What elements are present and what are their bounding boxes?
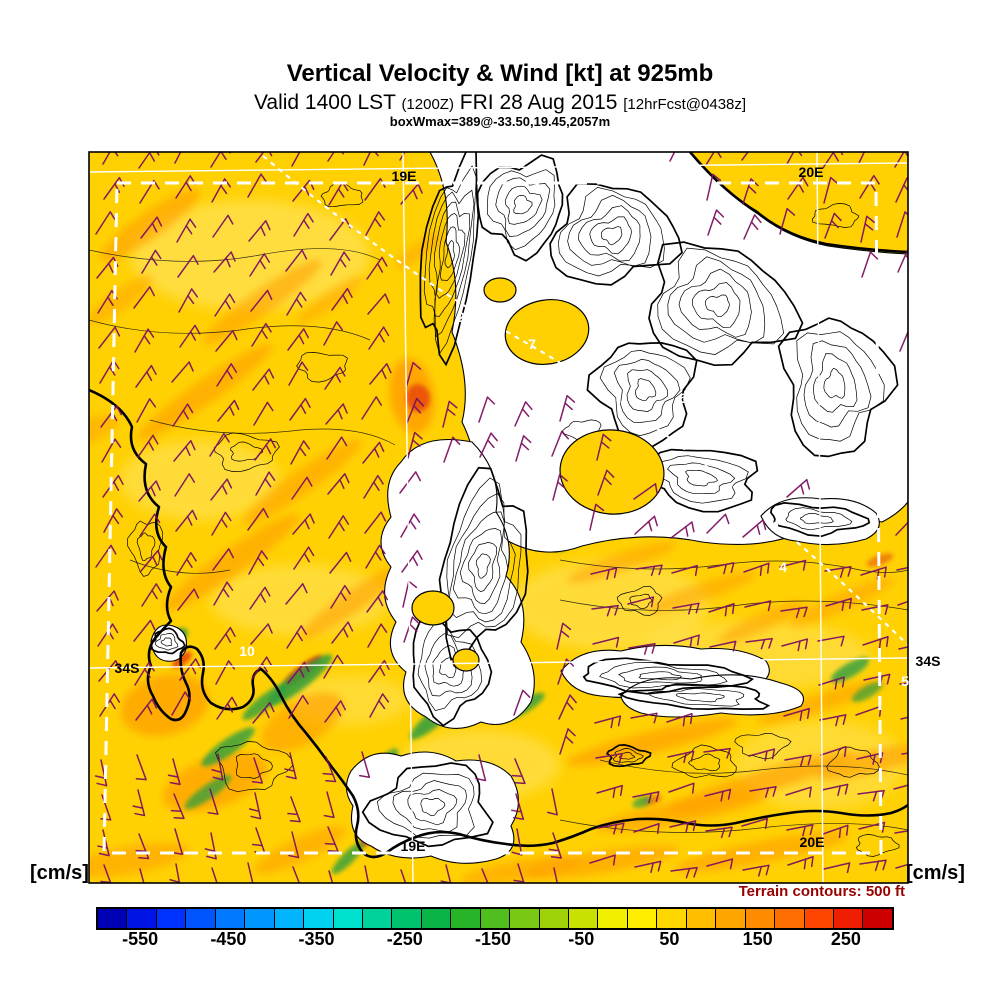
- colorbar-tick: -350: [298, 929, 335, 949]
- colorbar-segment: [127, 909, 157, 928]
- colorbar: [96, 907, 894, 930]
- white-number-2: 2: [457, 309, 465, 325]
- high-terrain-regions: [150, 152, 908, 864]
- colorbar-segment: [657, 909, 687, 928]
- lon-label-20e-top: 20E: [799, 164, 824, 180]
- colorbar-segment: [421, 909, 452, 928]
- inner-domain-dashed-box: [102, 181, 883, 855]
- terrain-contours-low: [89, 248, 908, 833]
- boxwmax-annotation: boxWmax=389@-33.50,19.45,2057m: [389, 114, 611, 129]
- units-label-left: [cm/s]: [30, 862, 89, 884]
- colorbar-segment: [716, 909, 746, 928]
- valley-patches: [411, 277, 665, 672]
- wind-barbs: [94, 152, 908, 883]
- colorbar-segment: [510, 909, 540, 928]
- colorbar-tick: -250: [386, 929, 423, 949]
- colorbar-segment: [451, 909, 481, 928]
- colorbar-segment: [863, 909, 892, 928]
- escarpment-contour: [689, 152, 908, 254]
- white-number-6: 6: [679, 390, 687, 406]
- colorbar-segment: [274, 909, 305, 928]
- colorbar-segment: [686, 909, 717, 928]
- lon-label-19e-top: 19E: [392, 168, 417, 184]
- colorbar-segment: [333, 909, 363, 928]
- valid-date: FRI 28 Aug 2015: [453, 91, 624, 114]
- colorbar-tick: 250: [830, 929, 861, 949]
- colorbar-tick-labels: -550 -450 -350 -250 -150 -50 50 150 250: [96, 929, 890, 953]
- colorbar-segment: [392, 909, 422, 928]
- units-label-right: [cm/s]: [906, 862, 965, 884]
- colorbar-segment: [598, 909, 628, 928]
- colorbar-segment: [804, 909, 834, 928]
- colorbar-segment: [186, 909, 216, 928]
- colorbar-segment: [156, 909, 187, 928]
- terrain-contours-mountains: [127, 152, 900, 857]
- colorbar-segment: [627, 909, 658, 928]
- colorbar-tick: -550: [122, 929, 159, 949]
- chart-valid-time: Valid 1400 LST (1200Z) FRI 28 Aug 2015 […: [0, 91, 1000, 115]
- valid-forecast-ref: [12hrFcst@0438z]: [623, 96, 747, 113]
- coastline: [89, 388, 908, 859]
- colorbar-tick: -150: [474, 929, 512, 949]
- colorbar-segment: [215, 909, 246, 928]
- colorbar-segment: [745, 909, 776, 928]
- lon-label-20e-bottom: 20E: [800, 834, 825, 850]
- valid-prefix: Valid 1400 LST: [253, 91, 402, 114]
- colorbar-segment: [480, 909, 511, 928]
- colorbar-tick: 150: [742, 929, 773, 949]
- colorbar-segment: [569, 909, 599, 928]
- lat-label-34s-right: 34S: [916, 653, 941, 669]
- colorbar-segment: [98, 909, 128, 928]
- colorbar-tick: 50: [659, 929, 680, 949]
- colorbar-tick: -450: [210, 929, 247, 949]
- white-number-4: 4: [779, 559, 787, 575]
- colorbar-segment: [304, 909, 334, 928]
- white-number-10: 10: [239, 643, 255, 659]
- latlon-grid-lines: [89, 152, 908, 883]
- colorbar-segment: [245, 909, 275, 928]
- chart-title: Vertical Velocity & Wind [kt] at 925mb: [286, 60, 714, 87]
- lon-label-19e-bottom: 19E: [401, 838, 426, 854]
- colorbar-segment: [539, 909, 569, 928]
- map-border: [88, 151, 909, 884]
- colorbar-segment: [362, 909, 393, 928]
- terrain-contours-caption: Terrain contours: 500 ft: [738, 883, 905, 900]
- colorbar-segment: [833, 909, 864, 928]
- white-number-7: 7: [528, 336, 536, 352]
- colorbar-tick: -50: [568, 929, 595, 949]
- lat-label-34s-left: 34S: [115, 660, 140, 676]
- valid-zulu: (1200Z): [401, 96, 454, 113]
- white-number-5: 5: [901, 673, 909, 689]
- colorbar-segment: [775, 909, 805, 928]
